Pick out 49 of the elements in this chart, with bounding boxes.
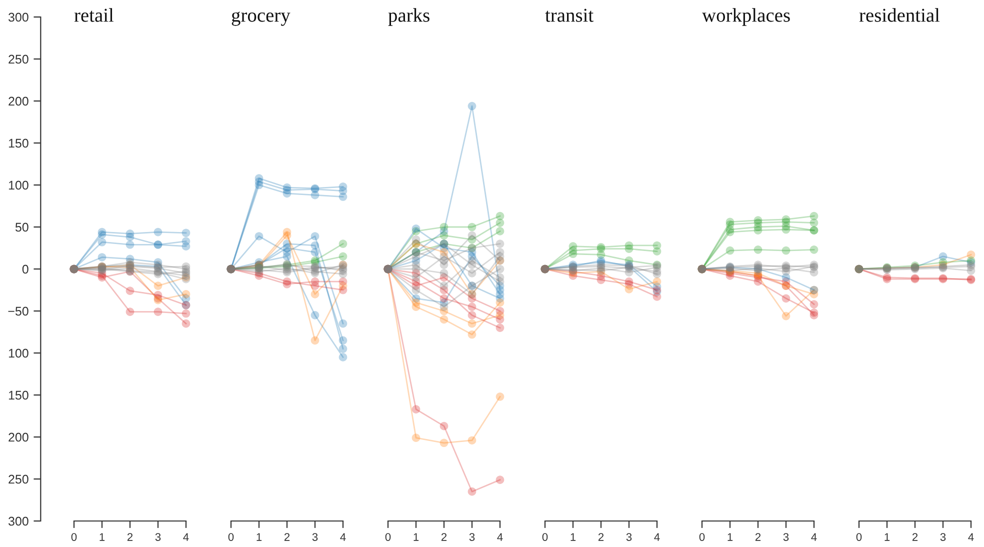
x-tick-label: 2	[755, 533, 761, 541]
x-tick-label: 1	[100, 533, 105, 541]
x-tick-label: 3	[155, 533, 161, 541]
y-tick-label: −50	[8, 306, 28, 316]
chart-title: workplaces	[702, 8, 790, 26]
chart-title: residential	[859, 8, 940, 22]
x-tick-label: 2	[127, 533, 133, 541]
x-tick-label: 0	[228, 533, 234, 541]
x-tick-label: 3	[469, 533, 475, 541]
y-tick-label: 100	[8, 348, 28, 358]
chart-title: transit	[545, 8, 594, 22]
x-tick-label: 1	[256, 533, 262, 541]
x-tick-label: 3	[783, 533, 789, 541]
x-tick-label: 2	[441, 533, 447, 541]
x-tick-label: 1	[570, 533, 576, 541]
chart-title: retail	[74, 8, 114, 22]
x-tick-label: 0	[699, 533, 705, 541]
x-tick-label: 2	[912, 533, 918, 541]
x-tick-label: 4	[654, 533, 660, 541]
y-tick-label: 0	[22, 264, 28, 274]
x-tick-label: 4	[497, 533, 503, 541]
x-tick-label: 1	[414, 533, 419, 541]
x-tick-label: 3	[940, 533, 946, 541]
y-tick-label: 50	[15, 222, 28, 232]
y-tick-label: 150	[8, 390, 28, 400]
y-tick-label: 200	[8, 432, 28, 442]
y-tick-label: 250	[8, 474, 28, 484]
x-tick-label: 0	[385, 533, 391, 541]
x-tick-label: 0	[856, 533, 862, 541]
x-tick-label: 2	[598, 533, 604, 541]
y-tick-label: 250	[8, 54, 28, 64]
y-tick-label: 150	[8, 138, 28, 148]
y-tick-label: 200	[8, 96, 28, 106]
chart-title: grocery	[232, 12, 290, 26]
chart-title: parks	[388, 8, 430, 26]
x-tick-label: 1	[884, 533, 890, 541]
x-tick-label: 2	[284, 533, 290, 541]
x-tick-label: 0	[542, 533, 548, 541]
x-tick-label: 3	[312, 533, 318, 541]
x-tick-label: 4	[340, 533, 346, 541]
x-tick-label: 4	[183, 533, 189, 541]
y-tick-label: 300	[8, 12, 28, 22]
x-tick-label: 4	[968, 533, 974, 541]
y-tick-label: 300	[8, 516, 28, 526]
y-tick-label: 100	[8, 180, 28, 190]
x-tick-label: 3	[626, 533, 632, 541]
x-tick-label: 0	[71, 533, 77, 541]
x-tick-label: 4	[811, 533, 817, 541]
x-tick-label: 1	[728, 533, 733, 541]
